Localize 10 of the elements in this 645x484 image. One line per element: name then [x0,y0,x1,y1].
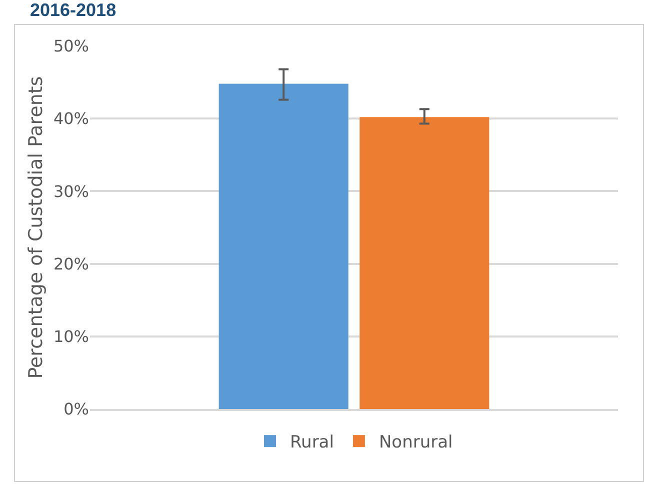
y-axis-title: Percentage of Custodial Parents [25,76,47,379]
y-tick-label: 50% [53,36,89,56]
y-tick-label: 20% [53,254,89,274]
legend-label: Nonrural [378,432,453,453]
y-tick-label: 10% [53,327,89,346]
y-tick-label: 40% [53,109,89,128]
y-tick-label: 0% [64,400,89,419]
chart-title: 2016-2018 [30,0,116,21]
legend-label: Rural [290,432,334,453]
y-tick-label: 30% [53,182,89,201]
